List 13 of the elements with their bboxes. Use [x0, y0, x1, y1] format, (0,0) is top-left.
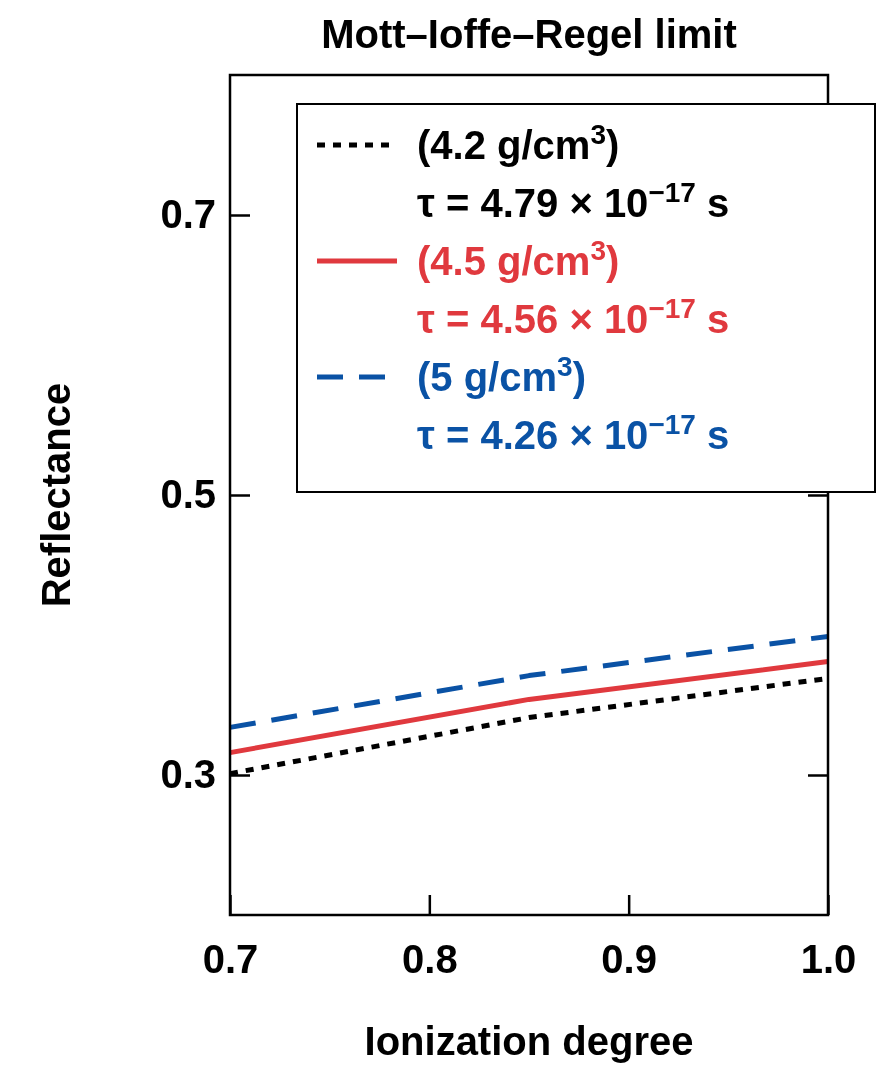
chart-title: Mott–Ioffe–Regel limit — [321, 12, 737, 56]
x-tick-label: 1.0 — [800, 937, 857, 982]
x-tick-label: 0.9 — [601, 937, 657, 982]
y-tick-label: 0.3 — [160, 752, 216, 797]
x-tick-label: 0.8 — [402, 937, 458, 982]
y-tick-label: 0.7 — [160, 192, 216, 237]
x-tick-label: 0.7 — [202, 937, 259, 982]
legend-label: (5 g/cm$^{3}$) τ = 4.26 × 10$^{−17}$ s — [417, 350, 730, 457]
y-axis-title: Reflectance — [34, 382, 78, 608]
y-tick-label: 0.5 — [160, 472, 216, 517]
x-axis-title: Ionization degree — [364, 1019, 694, 1063]
legend-label: (4.2 g/cm$^{3}$) τ = 4.79 × 10$^{−17}$ s — [417, 118, 730, 225]
legend-label: (4.5 g/cm$^{3}$) τ = 4.56 × 10$^{−17}$ s — [417, 234, 730, 341]
